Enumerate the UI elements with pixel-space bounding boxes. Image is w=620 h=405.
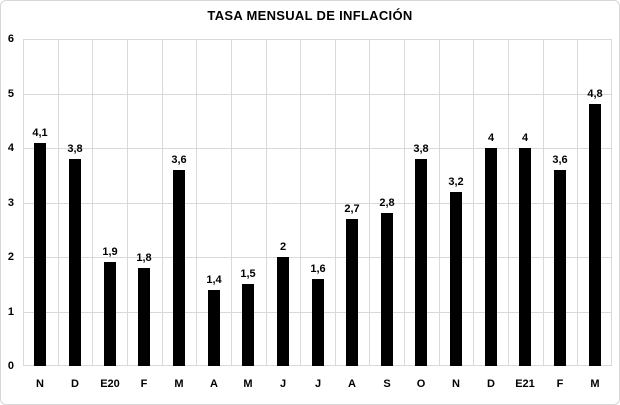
bar-value-label: 3,6 [171,154,187,166]
bar-value-label: 1,6 [310,263,326,275]
x-axis: N D E20 F M A M J J A S O N D E21 F M [23,377,612,393]
bar [415,159,427,366]
y-axis-tick-label: 3 [7,197,14,209]
vertical-gridline [543,39,544,366]
x-axis-tick-label: A [348,378,356,390]
vertical-gridline [196,39,197,366]
bar-value-label: 1,4 [206,274,222,286]
vertical-gridline [23,39,24,366]
bar [346,219,358,366]
bar-value-label: 4 [521,132,529,144]
x-axis-tick-label: N [36,378,44,390]
chart-title: TASA MENSUAL DE INFLACIÓN [207,8,413,23]
vertical-gridline [162,39,163,366]
bar-value-label: 2 [279,241,287,253]
bar-value-label: 3,8 [413,143,429,155]
bar-value-label: 4,8 [587,88,603,100]
x-axis-tick-label: F [140,378,148,390]
bar [589,104,601,366]
bar [519,148,531,366]
y-axis-tick-label: 0 [7,360,14,372]
x-axis-tick-label: D [71,378,79,390]
x-axis-tick-label: S [383,378,391,390]
vertical-gridline [611,39,612,366]
vertical-gridline [335,39,336,366]
vertical-gridline [369,39,370,366]
bar-value-label: 1,9 [102,246,118,258]
horizontal-gridline [23,148,612,149]
bar [450,192,462,366]
x-axis-tick-label: O [416,378,426,390]
x-axis-tick-label: A [210,378,218,390]
x-axis-tick-label: M [174,378,184,390]
plot-area: 4,1 3,8 1,9 1,8 3,6 1,4 1,5 2 1,6 2,7 2,8 3,8 3,2 4 4 3… [23,39,612,366]
vertical-gridline [473,39,474,366]
bar-value-label: 1,5 [240,268,256,280]
vertical-gridline [300,39,301,366]
vertical-gridline [508,39,509,366]
x-axis-tick-label: M [243,378,253,390]
bar [312,279,324,366]
x-axis-tick-label: J [314,378,322,390]
bar [485,148,497,366]
y-axis-tick-label: 5 [7,88,14,100]
bar-value-label: 3,2 [448,176,464,188]
y-axis-tick-label: 2 [7,251,14,263]
horizontal-gridline [23,257,612,258]
bar [138,268,150,366]
x-axis-tick-label: M [590,378,600,390]
x-axis-tick-label: F [556,378,564,390]
bar-value-label: 1,8 [136,252,152,264]
vertical-gridline [439,39,440,366]
y-axis-tick-label: 1 [7,306,14,318]
vertical-gridline [58,39,59,366]
bar [69,159,81,366]
y-axis-tick-label: 6 [7,33,14,45]
bar-value-label: 3,8 [67,143,83,155]
vertical-gridline [127,39,128,366]
vertical-gridline [577,39,578,366]
horizontal-gridline [23,39,612,40]
bar-value-label: 3,6 [552,154,568,166]
x-axis-tick-label: E20 [100,378,120,390]
bar [34,143,46,366]
bar [242,284,254,366]
horizontal-gridline [23,94,612,95]
vertical-gridline [92,39,93,366]
bar [208,290,220,366]
vertical-gridline [231,39,232,366]
bar-value-label: 4,1 [32,127,48,139]
vertical-gridline [404,39,405,366]
horizontal-gridline [23,203,612,204]
bar-value-label: 2,7 [344,203,360,215]
bar [381,213,393,366]
vertical-gridline [266,39,267,366]
x-axis-tick-label: J [279,378,287,390]
bar [173,170,185,366]
y-axis-tick-label: 4 [7,142,14,154]
bar [554,170,566,366]
bar-value-label: 4 [487,132,495,144]
bar [104,262,116,366]
bar-value-label: 2,8 [379,197,395,209]
x-axis-tick-label: D [487,378,495,390]
x-axis-tick-label: N [452,378,460,390]
bar [277,257,289,366]
x-axis-tick-label: E21 [515,378,535,390]
y-axis: 0 1 2 3 4 5 6 [1,33,15,372]
